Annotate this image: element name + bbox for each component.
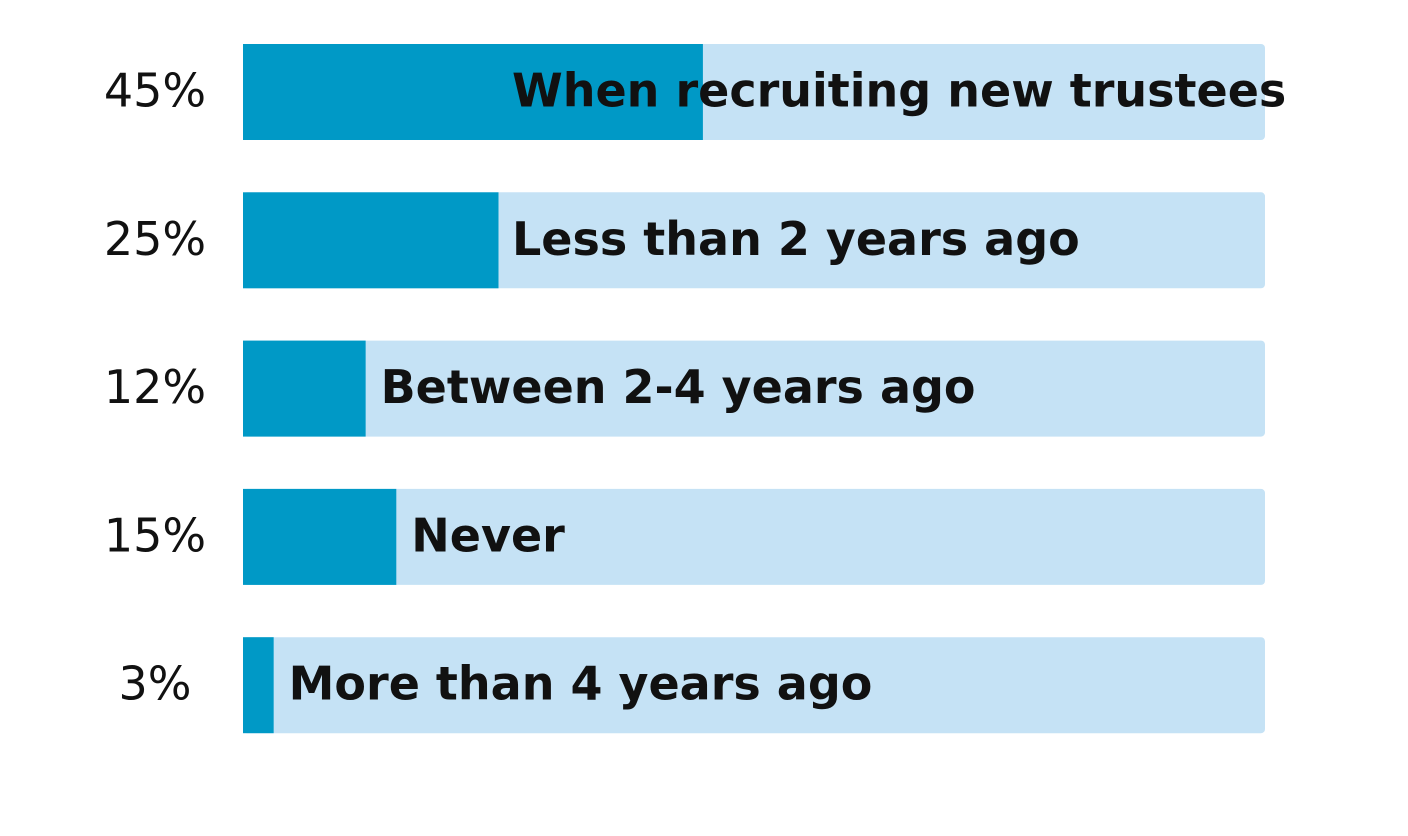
value-label: 15%: [104, 508, 206, 562]
category-label: When recruiting new trustees: [512, 64, 1286, 118]
bar: [243, 488, 397, 585]
category-label: More than 4 years ago: [289, 657, 873, 711]
value-label: 3%: [119, 657, 192, 711]
bar: [243, 44, 703, 140]
category-label: Between 2-4 years ago: [381, 360, 976, 414]
value-label: 12%: [104, 360, 206, 414]
bar-track: [243, 637, 1265, 734]
value-label: 45%: [104, 64, 206, 118]
category-label: Never: [411, 508, 565, 562]
category-label: Less than 2 years ago: [512, 212, 1080, 266]
bar: [243, 637, 274, 734]
bar: [243, 192, 499, 289]
bar-track: [243, 340, 1265, 437]
value-label: 25%: [104, 212, 206, 266]
bar-track: [243, 488, 1265, 585]
bar: [243, 340, 366, 437]
